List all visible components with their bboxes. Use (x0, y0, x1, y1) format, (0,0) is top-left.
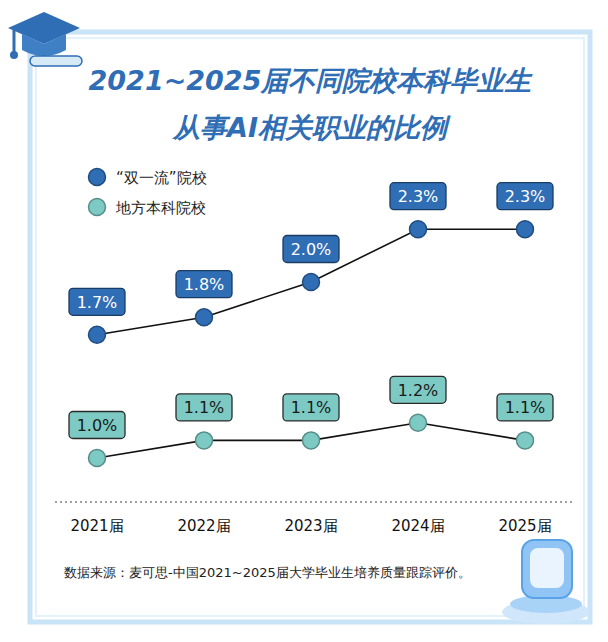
label-box (497, 183, 553, 210)
data-label: 2.3% (505, 187, 546, 206)
x-tick-label: 2022届 (177, 517, 230, 535)
label-box (176, 271, 232, 298)
x-tick-label: 2024届 (391, 517, 444, 535)
legend-label: 地方本科院校 (115, 199, 206, 217)
data-label: 2.3% (398, 187, 439, 206)
frame (30, 32, 590, 622)
data-labels: 1.7% 1.8% 2.0% 2.3% 2.3% 1.0% 1.1% 1.1% 1.2% 1.1% (69, 183, 553, 439)
ai-block-face (530, 548, 564, 588)
background (0, 0, 608, 642)
cap-base (22, 34, 66, 56)
label-box (69, 288, 125, 315)
title-line-2: 从事AI相关职业的比例 (171, 112, 451, 143)
legend-marker (89, 199, 106, 216)
ai-icon (502, 540, 590, 624)
plot-area (89, 221, 534, 467)
point (410, 221, 427, 238)
label-box (497, 394, 553, 421)
data-label: 1.1% (184, 398, 225, 417)
point (410, 414, 427, 431)
cap-top (8, 12, 80, 44)
point (89, 450, 106, 467)
data-label: 2.0% (291, 240, 332, 259)
point (89, 326, 106, 343)
series-line (97, 423, 525, 458)
cap-scroll (30, 56, 82, 66)
point (303, 432, 320, 449)
data-label: 1.8% (184, 275, 225, 294)
series-line (97, 229, 525, 335)
point (303, 274, 320, 291)
label-box (283, 394, 339, 421)
title-line-1: 2021~2025届不同院校本科毕业生 (89, 65, 534, 96)
data-label: 1.1% (291, 398, 332, 417)
label-box (176, 394, 232, 421)
chart-svg: 2021~2025届不同院校本科毕业生从事AI相关职业的比例 “双一流”院校地方本… (0, 0, 608, 642)
cap-tassel (13, 30, 16, 52)
frame-inner (36, 38, 584, 616)
x-tick-label: 2023届 (284, 517, 337, 535)
point (196, 432, 213, 449)
label-box (390, 183, 446, 210)
data-label: 1.2% (398, 381, 439, 400)
cap-icon (8, 12, 82, 66)
point (517, 221, 534, 238)
data-label: 1.7% (77, 293, 118, 312)
legend-marker (89, 169, 106, 186)
point (517, 432, 534, 449)
x-tick-label: 2021届 (70, 517, 123, 535)
x-tick-label: 2025届 (498, 517, 551, 535)
label-box (390, 376, 446, 403)
label-box (69, 412, 125, 439)
point (196, 309, 213, 326)
cap-tassel-end (10, 51, 18, 59)
chart-root: 2021~2025届不同院校本科毕业生从事AI相关职业的比例 “双一流”院校地方本… (0, 0, 608, 642)
label-box (283, 236, 339, 263)
ai-block (522, 540, 572, 598)
source-note: 数据来源：麦可思-中国2021~2025届大学毕业生培养质量跟踪评价。 (64, 565, 471, 580)
data-label: 1.1% (505, 398, 546, 417)
data-label: 1.0% (77, 416, 118, 435)
legend-label: “双一流”院校 (116, 169, 207, 187)
x-axis-line (55, 501, 572, 502)
